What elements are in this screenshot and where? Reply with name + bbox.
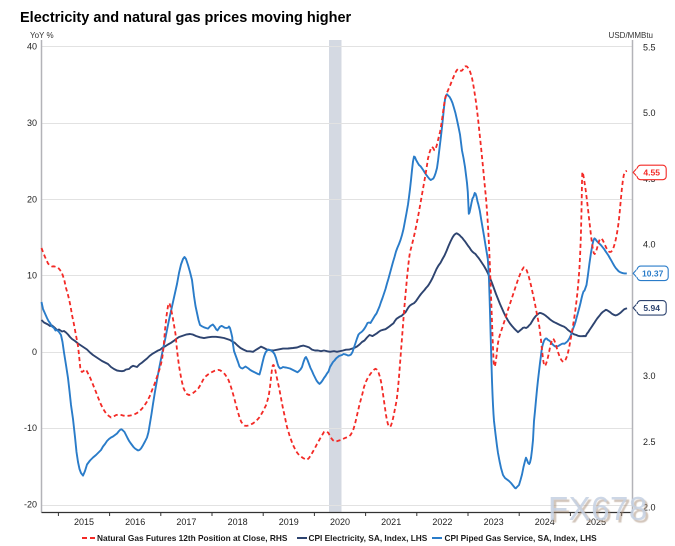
svg-text:2020: 2020: [330, 517, 350, 527]
svg-text:5.94: 5.94: [643, 303, 660, 313]
svg-text:2017: 2017: [176, 517, 196, 527]
svg-text:2.5: 2.5: [643, 437, 656, 447]
svg-text:-20: -20: [24, 500, 37, 510]
svg-text:5.0: 5.0: [643, 108, 656, 118]
svg-text:2022: 2022: [432, 517, 452, 527]
svg-text:4.55: 4.55: [643, 167, 660, 177]
svg-text:10: 10: [27, 271, 37, 281]
svg-text:20: 20: [27, 194, 37, 204]
svg-text:-10: -10: [24, 423, 37, 433]
svg-text:2016: 2016: [125, 517, 145, 527]
svg-text:2018: 2018: [228, 517, 248, 527]
svg-text:2.0: 2.0: [643, 503, 656, 513]
svg-text:4.0: 4.0: [643, 240, 656, 250]
svg-text:3.0: 3.0: [643, 371, 656, 381]
svg-text:2023: 2023: [484, 517, 504, 527]
svg-text:5.5: 5.5: [643, 42, 656, 52]
svg-text:2025: 2025: [586, 517, 606, 527]
svg-text:2019: 2019: [279, 517, 299, 527]
svg-text:2021: 2021: [381, 517, 401, 527]
svg-text:0: 0: [32, 347, 37, 357]
svg-text:40: 40: [27, 42, 37, 52]
svg-text:2015: 2015: [74, 517, 94, 527]
svg-text:30: 30: [27, 118, 37, 128]
svg-text:10.37: 10.37: [642, 268, 664, 278]
svg-text:2024: 2024: [535, 517, 555, 527]
